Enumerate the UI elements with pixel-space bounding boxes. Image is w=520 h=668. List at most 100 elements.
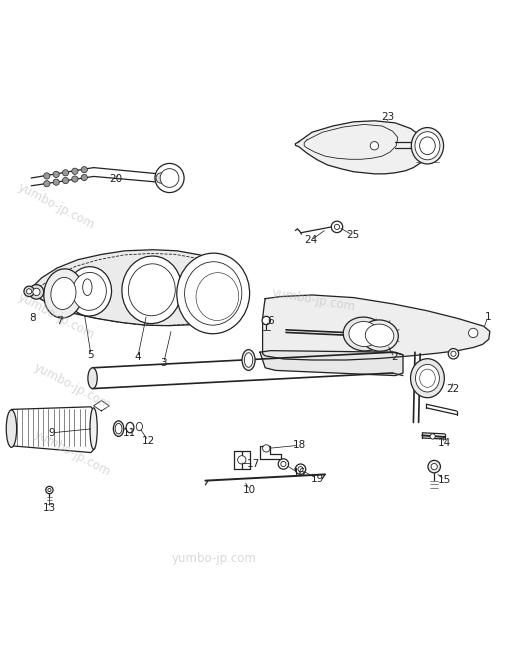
Circle shape bbox=[263, 445, 270, 452]
Circle shape bbox=[53, 171, 59, 178]
Text: 23: 23 bbox=[381, 112, 394, 122]
Circle shape bbox=[72, 176, 78, 182]
Circle shape bbox=[33, 288, 40, 295]
Polygon shape bbox=[263, 295, 490, 360]
Ellipse shape bbox=[177, 253, 250, 334]
Ellipse shape bbox=[349, 321, 379, 347]
Circle shape bbox=[430, 434, 435, 439]
Ellipse shape bbox=[83, 279, 92, 295]
Text: 22: 22 bbox=[446, 383, 459, 393]
Circle shape bbox=[331, 221, 343, 232]
Ellipse shape bbox=[128, 264, 175, 316]
Circle shape bbox=[44, 180, 50, 187]
Text: yumbo-jp.com: yumbo-jp.com bbox=[31, 428, 112, 479]
Text: 18: 18 bbox=[292, 440, 306, 450]
Ellipse shape bbox=[6, 410, 17, 448]
Ellipse shape bbox=[67, 267, 112, 316]
Ellipse shape bbox=[411, 128, 444, 164]
Ellipse shape bbox=[122, 256, 182, 323]
Text: yumbo-jp.com: yumbo-jp.com bbox=[270, 287, 356, 314]
Text: 12: 12 bbox=[141, 436, 155, 446]
Circle shape bbox=[428, 460, 440, 473]
Ellipse shape bbox=[361, 320, 398, 351]
Circle shape bbox=[334, 224, 340, 230]
Ellipse shape bbox=[90, 408, 97, 450]
Circle shape bbox=[156, 173, 166, 183]
Circle shape bbox=[451, 351, 456, 356]
Circle shape bbox=[370, 142, 379, 150]
Polygon shape bbox=[260, 351, 403, 375]
Text: 7: 7 bbox=[57, 316, 63, 326]
Ellipse shape bbox=[411, 359, 444, 397]
Ellipse shape bbox=[415, 365, 439, 392]
Circle shape bbox=[448, 349, 459, 359]
Circle shape bbox=[46, 486, 53, 494]
Text: 8: 8 bbox=[29, 313, 35, 323]
Text: 16: 16 bbox=[292, 468, 306, 478]
Ellipse shape bbox=[126, 422, 134, 433]
Circle shape bbox=[431, 464, 437, 470]
Ellipse shape bbox=[415, 132, 440, 160]
Text: 17: 17 bbox=[247, 459, 261, 469]
Text: 11: 11 bbox=[122, 428, 136, 438]
Text: 24: 24 bbox=[304, 235, 318, 245]
Circle shape bbox=[62, 170, 69, 176]
Circle shape bbox=[53, 179, 59, 185]
Circle shape bbox=[24, 286, 34, 297]
Ellipse shape bbox=[420, 369, 435, 387]
Text: 2: 2 bbox=[391, 353, 397, 363]
Text: 5: 5 bbox=[88, 350, 94, 360]
Circle shape bbox=[281, 462, 286, 467]
Ellipse shape bbox=[115, 424, 122, 434]
Text: 9: 9 bbox=[49, 428, 55, 438]
Text: 3: 3 bbox=[161, 357, 167, 367]
Circle shape bbox=[158, 172, 163, 177]
Circle shape bbox=[238, 456, 246, 464]
Ellipse shape bbox=[343, 317, 385, 351]
Circle shape bbox=[158, 180, 163, 185]
Ellipse shape bbox=[44, 269, 83, 318]
Circle shape bbox=[469, 328, 478, 337]
Text: 4: 4 bbox=[135, 353, 141, 363]
Circle shape bbox=[29, 285, 44, 299]
Circle shape bbox=[48, 488, 51, 492]
Ellipse shape bbox=[72, 273, 107, 311]
Circle shape bbox=[160, 168, 179, 187]
Ellipse shape bbox=[185, 262, 242, 325]
Text: 14: 14 bbox=[438, 438, 451, 448]
Text: 10: 10 bbox=[243, 485, 256, 495]
Text: 20: 20 bbox=[109, 174, 122, 184]
Ellipse shape bbox=[113, 421, 124, 436]
Ellipse shape bbox=[88, 368, 97, 389]
Text: 1: 1 bbox=[485, 313, 491, 323]
Circle shape bbox=[72, 168, 78, 174]
Ellipse shape bbox=[244, 353, 253, 367]
Text: yumbo-jp.com: yumbo-jp.com bbox=[16, 181, 97, 232]
Circle shape bbox=[81, 174, 87, 180]
Circle shape bbox=[278, 459, 289, 469]
Ellipse shape bbox=[196, 273, 239, 321]
Circle shape bbox=[44, 173, 50, 179]
Ellipse shape bbox=[366, 324, 394, 347]
Circle shape bbox=[295, 464, 306, 474]
Ellipse shape bbox=[420, 137, 435, 154]
Text: 19: 19 bbox=[310, 474, 324, 484]
Circle shape bbox=[81, 166, 87, 173]
Text: 25: 25 bbox=[346, 230, 359, 240]
Text: yumbo-jp.com: yumbo-jp.com bbox=[172, 552, 256, 565]
Text: yumbo-jp.com: yumbo-jp.com bbox=[16, 290, 97, 341]
Polygon shape bbox=[28, 250, 242, 326]
Circle shape bbox=[27, 289, 32, 294]
Ellipse shape bbox=[136, 422, 142, 431]
Circle shape bbox=[62, 178, 69, 184]
Circle shape bbox=[262, 317, 270, 325]
Ellipse shape bbox=[51, 277, 76, 309]
Circle shape bbox=[298, 467, 303, 472]
Polygon shape bbox=[11, 407, 95, 452]
Text: yumbo-jp.com: yumbo-jp.com bbox=[31, 360, 112, 411]
Text: 6: 6 bbox=[267, 316, 274, 326]
Text: 15: 15 bbox=[438, 474, 451, 484]
Polygon shape bbox=[295, 121, 426, 174]
Text: 13: 13 bbox=[43, 503, 56, 513]
Circle shape bbox=[155, 164, 184, 192]
